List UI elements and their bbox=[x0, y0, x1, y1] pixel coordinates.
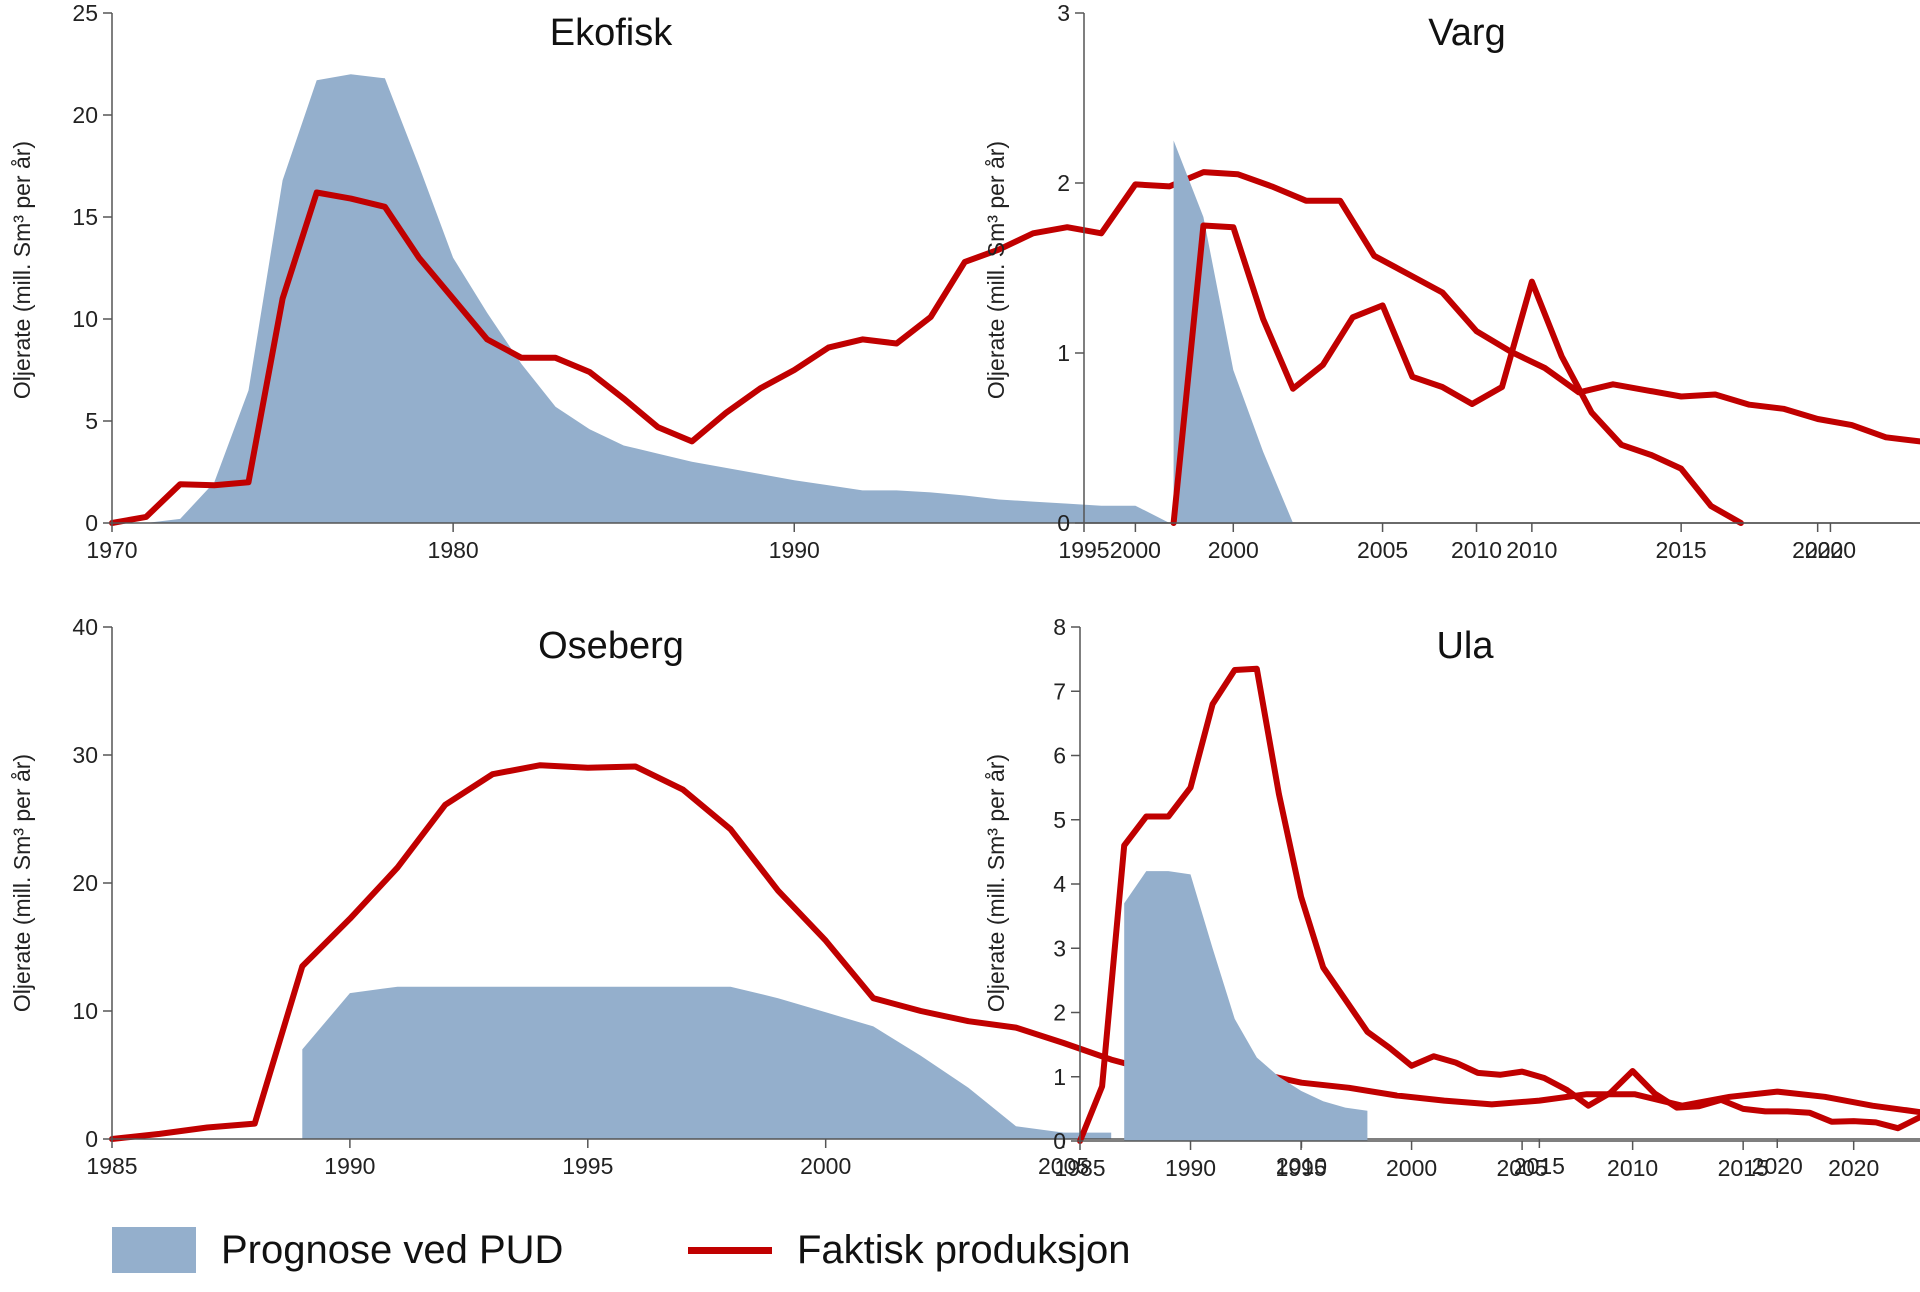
ekofisk-y-tick-label: 10 bbox=[72, 306, 98, 332]
varg-x-tick-label: 1995 bbox=[1058, 537, 1109, 563]
oseberg-x-tick-label: 2015 bbox=[1514, 1153, 1565, 1179]
ekofisk-y-tick-label: 15 bbox=[72, 204, 98, 230]
oseberg-x-tick-label: 1995 bbox=[562, 1153, 613, 1179]
varg-x-tick-label: 2015 bbox=[1656, 537, 1707, 563]
ula-y-tick-label: 4 bbox=[1053, 871, 1066, 897]
oseberg-y-label: Oljerate (mill. Sm³ per år) bbox=[9, 754, 35, 1012]
varg-x-tick-label: 2010 bbox=[1506, 537, 1557, 563]
varg-y-tick-label: 1 bbox=[1057, 340, 1070, 366]
legend-item-forecast: Prognose ved PUD bbox=[112, 1218, 563, 1282]
varg-actual-line bbox=[1170, 222, 1744, 526]
ula-x-tick-label: 2020 bbox=[1828, 1155, 1879, 1181]
ekofisk-x-tick-label: 1970 bbox=[86, 537, 137, 563]
ekofisk-x-tick-label: 1980 bbox=[428, 537, 479, 563]
ekofisk-x-tick-label: 2000 bbox=[1110, 537, 1161, 563]
legend-swatch-forecast bbox=[112, 1227, 196, 1273]
ula-y-label: Oljerate (mill. Sm³ per år) bbox=[983, 754, 1009, 1012]
ekofisk-y-label: Oljerate (mill. Sm³ per år) bbox=[9, 141, 35, 399]
legend-swatch-actual bbox=[688, 1246, 772, 1254]
oseberg-x-tick-label: 2020 bbox=[1752, 1153, 1803, 1179]
ula-y-tick-label: 7 bbox=[1053, 678, 1066, 704]
varg-y-tick-label: 3 bbox=[1057, 0, 1070, 26]
ula-x-tick-label: 2005 bbox=[1497, 1155, 1548, 1181]
varg-y-label: Oljerate (mill. Sm³ per år) bbox=[983, 141, 1009, 399]
oseberg-y-tick-label: 10 bbox=[72, 998, 98, 1024]
oseberg-x-tick-label: 1990 bbox=[324, 1153, 375, 1179]
oseberg-forecast-area bbox=[302, 986, 1112, 1139]
oseberg-y-tick-label: 30 bbox=[72, 742, 98, 768]
oseberg-x-tick-label: 2010 bbox=[1276, 1153, 1327, 1179]
ula-title: Ula bbox=[1436, 625, 1494, 667]
oseberg-x-tick-label: 1985 bbox=[86, 1153, 137, 1179]
ula-x-tick-label: 1995 bbox=[1275, 1155, 1326, 1181]
ula-x-tick-label: 2000 bbox=[1386, 1155, 1437, 1181]
oseberg-title: Oseberg bbox=[538, 625, 684, 667]
ula-y-tick-label: 5 bbox=[1053, 807, 1066, 833]
oseberg-y-tick-label: 20 bbox=[72, 870, 98, 896]
ula-forecast-area bbox=[1124, 871, 1368, 1141]
ula-actual-line bbox=[1077, 665, 1920, 1144]
ekofisk-y-tick-label: 20 bbox=[72, 102, 98, 128]
ekofisk-y-tick-label: 5 bbox=[85, 408, 98, 434]
ula-y-tick-label: 8 bbox=[1053, 614, 1066, 640]
varg-x-tick-label: 2000 bbox=[1208, 537, 1259, 563]
ula-y-tick-label: 2 bbox=[1053, 1000, 1066, 1026]
ekofisk-actual-line bbox=[109, 169, 1920, 526]
varg-y-tick-label: 2 bbox=[1057, 170, 1070, 196]
oseberg-x-tick-label: 2005 bbox=[1038, 1153, 1089, 1179]
legend: Prognose ved PUD Faktisk produksjon bbox=[0, 1218, 1920, 1288]
varg-y-tick-label: 0 bbox=[1057, 510, 1070, 536]
ula-x-tick-label: 1990 bbox=[1165, 1155, 1216, 1181]
ekofisk-title: Ekofisk bbox=[550, 12, 673, 54]
ekofisk-y-tick-label: 0 bbox=[85, 510, 98, 536]
ula-x-tick-label: 2010 bbox=[1607, 1155, 1658, 1181]
oseberg-y-tick-label: 40 bbox=[72, 614, 98, 640]
ula-x-tick-label: 1985 bbox=[1054, 1155, 1105, 1181]
ula-x-tick-label: 2015 bbox=[1718, 1155, 1769, 1181]
oseberg-actual-line bbox=[109, 762, 1920, 1142]
varg-x-tick-label: 2005 bbox=[1357, 537, 1408, 563]
ekofisk-x-tick-label: 1990 bbox=[769, 537, 820, 563]
ula-y-tick-label: 1 bbox=[1053, 1064, 1066, 1090]
legend-label-forecast: Prognose ved PUD bbox=[221, 1227, 564, 1272]
ula-y-tick-label: 6 bbox=[1053, 743, 1066, 769]
ekofisk-x-tick-label: 2020 bbox=[1792, 537, 1843, 563]
ula-y-tick-label: 0 bbox=[1053, 1128, 1066, 1154]
oseberg-y-tick-label: 0 bbox=[85, 1126, 98, 1152]
varg-title: Varg bbox=[1428, 12, 1505, 54]
legend-label-actual: Faktisk produksjon bbox=[797, 1227, 1131, 1272]
varg-x-tick-label: 2020 bbox=[1805, 537, 1856, 563]
oseberg-x-tick-label: 2000 bbox=[800, 1153, 851, 1179]
ekofisk-x-tick-label: 2010 bbox=[1451, 537, 1502, 563]
ekofisk-y-tick-label: 25 bbox=[72, 0, 98, 26]
ula-y-tick-label: 3 bbox=[1053, 935, 1066, 961]
legend-item-actual: Faktisk produksjon bbox=[688, 1218, 1130, 1282]
ekofisk-forecast-area bbox=[112, 74, 1170, 523]
